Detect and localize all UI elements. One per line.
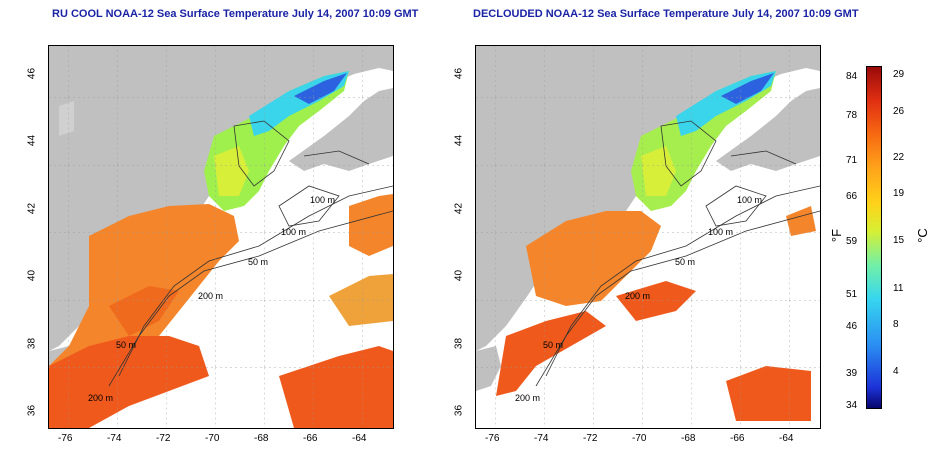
right-panel-title: DECLOUDED NOAA-12 Sea Surface Temperatur… bbox=[473, 8, 859, 20]
x-tick-label: -70 bbox=[205, 433, 220, 444]
x-tick-label: -76 bbox=[58, 433, 73, 444]
y-tick-label: 46 bbox=[26, 67, 38, 80]
contour-label: 50 m bbox=[675, 257, 696, 267]
celsius-tick-label: 8 bbox=[893, 319, 899, 330]
celsius-tick-label: 19 bbox=[893, 188, 905, 199]
celsius-unit-label: °C bbox=[914, 228, 930, 243]
contour-label: 100 m bbox=[310, 195, 336, 205]
fahrenheit-unit-label: °F bbox=[829, 228, 845, 243]
x-tick-label: -64 bbox=[352, 433, 367, 444]
y-tick-label: 40 bbox=[453, 269, 465, 282]
y-tick-label: 36 bbox=[453, 404, 465, 417]
contour-label: 200 m bbox=[88, 393, 114, 403]
contour-label: 200 m bbox=[515, 393, 541, 403]
celsius-tick-label: 4 bbox=[893, 366, 899, 377]
y-tick-label: 44 bbox=[453, 134, 465, 147]
fahrenheit-tick-label: 46 bbox=[846, 321, 858, 332]
celsius-tick-label: 15 bbox=[893, 235, 905, 246]
x-tick-label: -72 bbox=[583, 433, 598, 444]
y-tick-label: 40 bbox=[26, 269, 38, 282]
contour-label: 200 m bbox=[198, 291, 224, 301]
x-tick-label: -66 bbox=[303, 433, 318, 444]
contour-label: 100 m bbox=[737, 195, 763, 205]
sst-map-raw bbox=[48, 45, 394, 429]
contour-label: 50 m bbox=[116, 340, 137, 350]
y-tick-label: 38 bbox=[453, 337, 465, 350]
contour-label: 100 m bbox=[281, 227, 307, 237]
x-tick-label: -68 bbox=[681, 433, 696, 444]
y-tick-label: 46 bbox=[453, 67, 465, 80]
contour-label: 100 m bbox=[708, 227, 734, 237]
y-tick-label: 36 bbox=[26, 404, 38, 417]
celsius-tick-label: 22 bbox=[893, 152, 905, 163]
x-tick-label: -64 bbox=[779, 433, 794, 444]
y-tick-label: 42 bbox=[453, 202, 465, 215]
fahrenheit-tick-label: 39 bbox=[846, 368, 858, 379]
fahrenheit-tick-label: 71 bbox=[846, 155, 858, 166]
temperature-colorbar bbox=[866, 66, 882, 409]
celsius-tick-label: 26 bbox=[893, 106, 905, 117]
celsius-tick-label: 29 bbox=[893, 69, 905, 80]
fahrenheit-tick-label: 34 bbox=[846, 400, 858, 411]
sst-map-declouded bbox=[475, 45, 821, 429]
x-tick-label: -76 bbox=[485, 433, 500, 444]
x-tick-label: -66 bbox=[730, 433, 745, 444]
left-panel-title: RU COOL NOAA-12 Sea Surface Temperature … bbox=[52, 8, 419, 20]
contour-label: 50 m bbox=[543, 340, 564, 350]
y-tick-label: 44 bbox=[26, 134, 38, 147]
x-tick-label: -68 bbox=[254, 433, 269, 444]
fahrenheit-tick-label: 51 bbox=[846, 289, 858, 300]
y-tick-label: 42 bbox=[26, 202, 38, 215]
fahrenheit-tick-label: 59 bbox=[846, 236, 858, 247]
fahrenheit-tick-label: 78 bbox=[846, 110, 858, 121]
y-tick-label: 38 bbox=[26, 337, 38, 350]
fahrenheit-tick-label: 84 bbox=[846, 71, 858, 82]
x-tick-label: -74 bbox=[534, 433, 549, 444]
contour-label: 50 m bbox=[248, 257, 269, 267]
contour-label: 200 m bbox=[625, 291, 651, 301]
x-tick-label: -70 bbox=[632, 433, 647, 444]
x-tick-label: -72 bbox=[156, 433, 171, 444]
fahrenheit-tick-label: 66 bbox=[846, 191, 858, 202]
celsius-tick-label: 11 bbox=[893, 283, 904, 294]
x-tick-label: -74 bbox=[107, 433, 122, 444]
